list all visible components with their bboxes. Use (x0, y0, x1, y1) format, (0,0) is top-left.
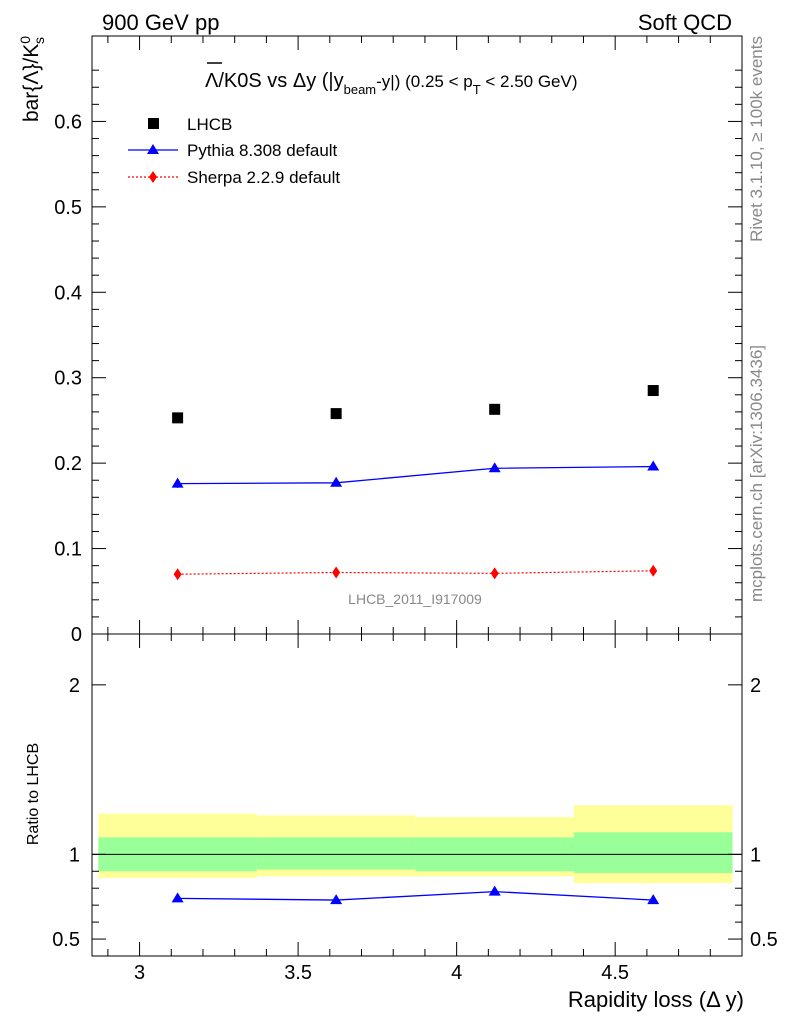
x-axis-label: Rapidity loss (Δ y) (568, 987, 744, 1012)
title-main: /K0S vs Δy (|y (218, 70, 343, 92)
lhcb-point (489, 403, 501, 415)
ratio-pythia-point (647, 894, 660, 905)
legend-lhcb-marker (148, 118, 159, 129)
x-tick-label: 3 (134, 962, 145, 984)
title-lambda: Λ (205, 70, 219, 92)
y-tick-label-main: 0 (71, 624, 82, 646)
pythia-point (330, 476, 343, 487)
y-tick-label-main: 0.4 (54, 282, 82, 304)
ratio-band-inner-1 (256, 837, 416, 870)
y-tick-label-main: 0.5 (54, 197, 82, 219)
pythia-point (647, 460, 660, 471)
x-tick-label: 4.5 (601, 962, 629, 984)
lhcb-point (330, 408, 342, 420)
sherpa-line (177, 570, 654, 575)
legend-pythia-label: Pythia 8.308 default (187, 141, 338, 160)
pythia-point (171, 477, 184, 488)
y-tick-label-main: 0.3 (54, 368, 82, 390)
pythia-line (177, 465, 654, 485)
y-tick-label-main: 0.1 (54, 539, 82, 561)
sherpa-point (173, 568, 182, 581)
y-tick-label-ratio: 1 (69, 844, 80, 866)
y-axis-label-main-sub: s (31, 37, 47, 44)
y-tick-label-ratio-right: 1 (750, 844, 761, 866)
y-tick-label-ratio-right: 2 (750, 675, 761, 697)
legend-sherpa-label: Sherpa 2.2.9 default (187, 168, 340, 187)
sherpa-point (332, 566, 341, 579)
y-axis-label-main: bar{Λ}/K0s (17, 36, 47, 122)
axes-layer: 3 3.5 4 4.5 0 0.1 0.2 0.3 0.4 0.5 0.6 0.5 0.5 1 1 2 2 (52, 36, 778, 984)
y-axis-label-main-sup: 0 (17, 36, 33, 44)
data-marks-layer (171, 385, 660, 905)
ratio-plot-frame (91, 633, 743, 957)
y-tick-label-main: 0.2 (54, 453, 82, 475)
rivet-label: Rivet 3.1.10, ≥ 100k events (747, 36, 766, 242)
y-axis-label-main-base: bar{Λ}/K (20, 44, 43, 122)
y-tick-label-ratio-right: 0.5 (750, 929, 778, 951)
ratio-pythia-line (177, 890, 654, 901)
legend-lhcb-label: LHCB (187, 115, 232, 134)
y-tick-label-main: 0.6 (54, 111, 82, 133)
lhcb-point (172, 412, 184, 424)
plot-title: Λ/K0S vs Δy (|ybeam-y|) (0.25 < pT < 2.5… (205, 62, 578, 97)
y-axis-label-ratio: Ratio to LHCB (25, 743, 42, 845)
mcplots-label: mcplots.cern.ch [arXiv:1306.3436] (747, 345, 766, 602)
pythia-point (488, 462, 501, 473)
ratio-pythia-point (488, 885, 501, 896)
x-tick-label: 4 (451, 962, 462, 984)
sherpa-point (649, 564, 658, 577)
lhcb-point (647, 385, 659, 397)
x-tick-label: 3.5 (284, 962, 312, 984)
legend: LHCB Pythia 8.308 default Sherpa 2.2.9 d… (128, 115, 340, 187)
ratio-pythia-point (330, 894, 343, 905)
header-right: Soft QCD (638, 10, 732, 35)
ratio-pythia-point (171, 892, 184, 903)
header-left: 900 GeV pp (102, 10, 219, 35)
legend-sherpa-marker (149, 171, 157, 183)
watermark-label: LHCB_2011_I917009 (348, 591, 482, 607)
y-tick-label-ratio: 0.5 (52, 929, 80, 951)
y-tick-label-ratio: 2 (69, 675, 80, 697)
legend-pythia-marker (147, 144, 159, 154)
ratio-band-inner-3 (573, 832, 733, 873)
sherpa-point (490, 567, 499, 580)
svg-text:Λ/K0S vs Δy (|ybeam-y|) (0.25: Λ/K0S vs Δy (|ybeam-y|) (0.25 < pT < 2.5… (205, 70, 578, 97)
title-sub-beam: beam (344, 82, 377, 97)
title-sub-T: T (473, 82, 481, 97)
title-tail: < 2.50 GeV) (481, 72, 578, 91)
title-mid: -y|) (0.25 < p (376, 72, 473, 91)
ratio-band-layer (92, 805, 742, 884)
